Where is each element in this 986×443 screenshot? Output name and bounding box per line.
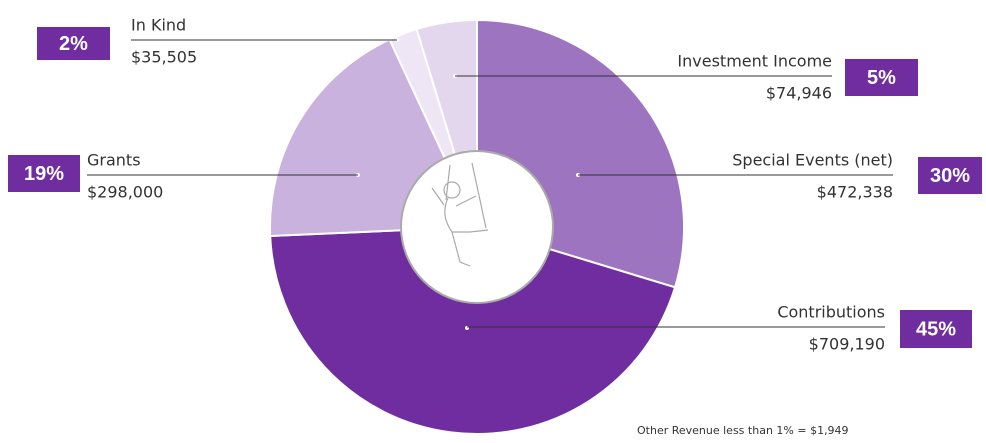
category-label: In Kind — [131, 16, 186, 35]
percent-badge — [37, 27, 110, 60]
percent-badge — [900, 310, 972, 348]
value-label: $472,338 — [817, 183, 893, 202]
value-label: $298,000 — [87, 183, 163, 202]
center-circle — [400, 150, 554, 304]
percent-badge — [8, 155, 80, 192]
category-label: Investment Income — [677, 52, 832, 71]
category-label: Grants — [87, 151, 141, 170]
value-label: $74,946 — [766, 84, 832, 103]
percent-label: 19% — [24, 163, 64, 185]
percent-label: 30% — [930, 165, 970, 187]
category-label: Contributions — [777, 303, 885, 322]
percent-label: 45% — [916, 318, 956, 340]
category-label: Special Events (net) — [732, 151, 893, 170]
percent-badge — [845, 59, 918, 96]
center-illustration — [400, 150, 554, 304]
swing-sketch — [431, 162, 489, 267]
value-label: $709,190 — [809, 335, 885, 354]
percent-label: 5% — [867, 67, 896, 89]
slices — [269, 18, 685, 435]
percent-badge — [918, 157, 982, 194]
percent-label: 2% — [59, 33, 88, 55]
footnote: Other Revenue less than 1% = $1,949 — [637, 424, 849, 437]
value-label: $35,505 — [131, 48, 197, 67]
